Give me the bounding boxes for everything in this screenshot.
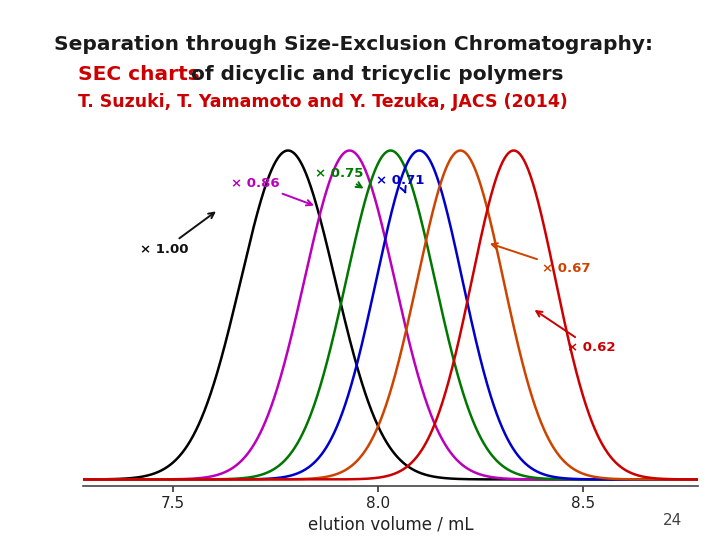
Text: Separation through Size-Exclusion Chromatography:: Separation through Size-Exclusion Chroma… xyxy=(54,35,653,54)
Text: of dicyclic and tricyclic polymers: of dicyclic and tricyclic polymers xyxy=(184,65,564,84)
Text: 24: 24 xyxy=(663,513,683,528)
X-axis label: elution volume / mL: elution volume / mL xyxy=(307,516,474,534)
Text: × 0.75: × 0.75 xyxy=(315,167,363,187)
Text: × 1.00: × 1.00 xyxy=(140,213,215,256)
Text: × 0.86: × 0.86 xyxy=(230,177,312,205)
Text: × 0.71: × 0.71 xyxy=(377,174,425,193)
Text: SEC charts: SEC charts xyxy=(78,65,199,84)
Text: × 0.67: × 0.67 xyxy=(492,244,591,275)
Text: T. Suzuki, T. Yamamoto and Y. Tezuka, JACS (2014): T. Suzuki, T. Yamamoto and Y. Tezuka, JA… xyxy=(78,93,567,111)
Text: × 0.62: × 0.62 xyxy=(536,311,616,354)
